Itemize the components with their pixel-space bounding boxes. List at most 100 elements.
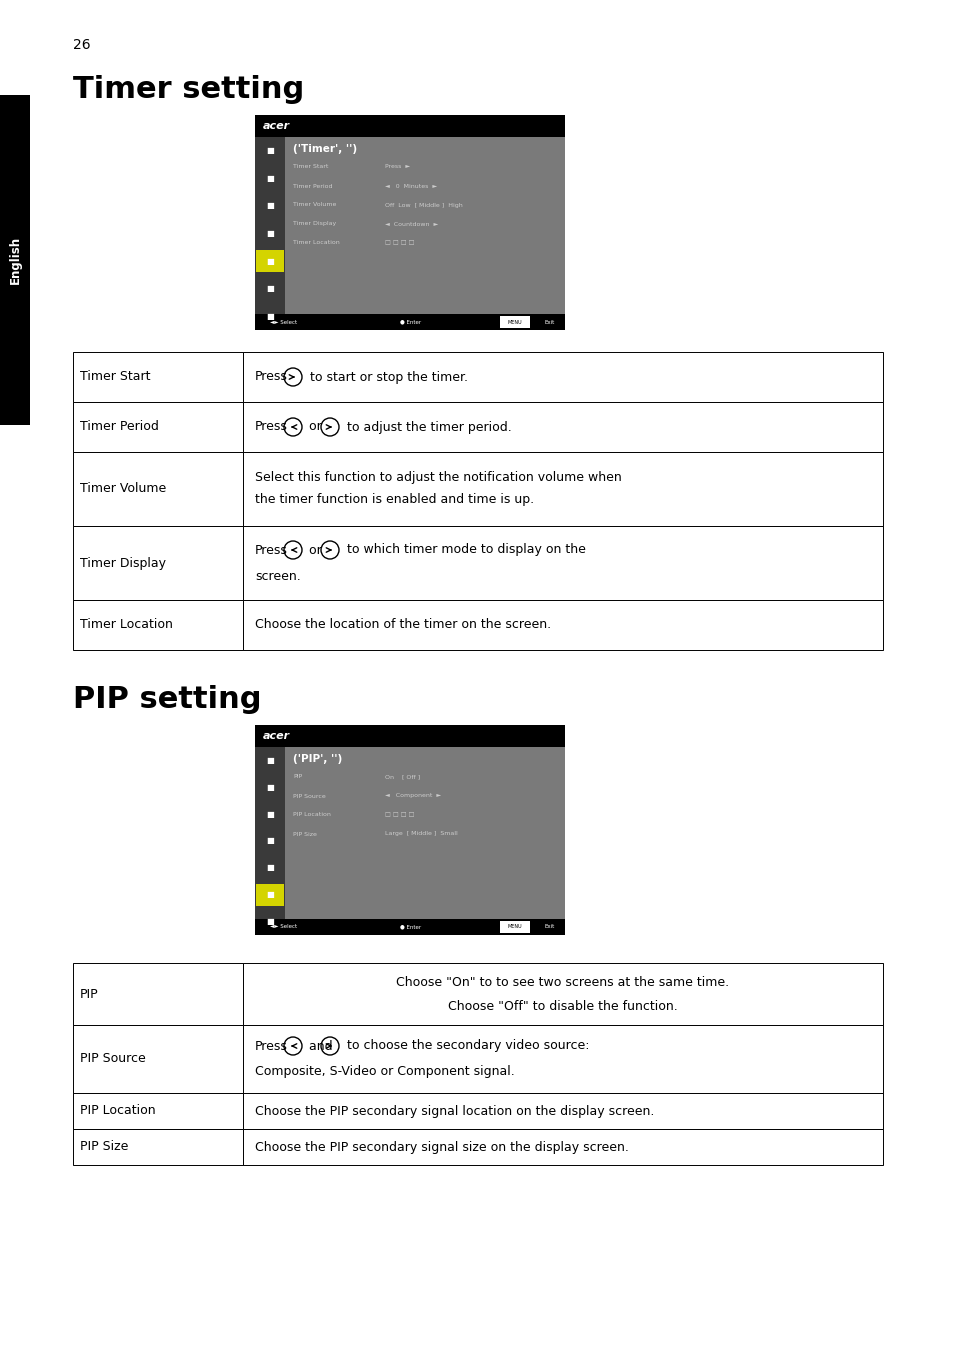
Bar bbox=[243, 1025, 882, 1092]
Text: Composite, S-Video or Component signal.: Composite, S-Video or Component signal. bbox=[254, 1065, 515, 1079]
Text: ■: ■ bbox=[266, 146, 274, 155]
Bar bbox=[243, 526, 882, 600]
Text: ◄► Select: ◄► Select bbox=[270, 319, 296, 324]
Text: to adjust the timer period.: to adjust the timer period. bbox=[343, 420, 511, 434]
Text: Press: Press bbox=[254, 420, 288, 434]
Text: Large  [ Middle ]  Small: Large [ Middle ] Small bbox=[385, 831, 457, 836]
Text: the timer function is enabled and time is up.: the timer function is enabled and time i… bbox=[254, 493, 534, 507]
Text: Choose the location of the timer on the screen.: Choose the location of the timer on the … bbox=[254, 619, 551, 631]
Text: Press  ►: Press ► bbox=[385, 164, 410, 170]
Text: ◄  Countdown  ►: ◄ Countdown ► bbox=[385, 222, 437, 226]
Bar bbox=[73, 1129, 243, 1165]
Bar bbox=[255, 251, 284, 272]
Text: PIP setting: PIP setting bbox=[73, 684, 261, 715]
Text: ■: ■ bbox=[266, 836, 274, 846]
Text: PIP: PIP bbox=[293, 775, 302, 779]
Text: Choose "On" to to see two screens at the same time.: Choose "On" to to see two screens at the… bbox=[396, 976, 729, 988]
Text: Choose the PIP secondary signal location on the display screen.: Choose the PIP secondary signal location… bbox=[254, 1105, 654, 1117]
Text: On    [ Off ]: On [ Off ] bbox=[385, 775, 419, 779]
Text: ■: ■ bbox=[266, 864, 274, 872]
Bar bbox=[254, 314, 564, 330]
Text: Select this function to adjust the notification volume when: Select this function to adjust the notif… bbox=[254, 471, 621, 485]
Text: PIP: PIP bbox=[80, 987, 98, 1001]
Text: English: English bbox=[9, 235, 22, 283]
Text: ■: ■ bbox=[266, 229, 274, 238]
Bar bbox=[499, 316, 530, 329]
Bar bbox=[73, 962, 243, 1025]
Text: ■: ■ bbox=[266, 256, 274, 266]
Bar bbox=[254, 137, 285, 330]
Text: PIP Location: PIP Location bbox=[293, 812, 331, 817]
Text: □ □ □ □: □ □ □ □ bbox=[385, 241, 414, 245]
Text: ■: ■ bbox=[266, 756, 274, 765]
Text: Timer Start: Timer Start bbox=[80, 371, 151, 383]
Text: ('Timer', ''): ('Timer', '') bbox=[293, 144, 356, 153]
Text: MENU: MENU bbox=[507, 319, 521, 324]
Text: ◄   Component  ►: ◄ Component ► bbox=[385, 794, 440, 798]
Text: Press: Press bbox=[254, 543, 288, 557]
Text: to which timer mode to display on the: to which timer mode to display on the bbox=[343, 543, 585, 557]
Text: ◄► Select: ◄► Select bbox=[270, 924, 296, 930]
Bar bbox=[254, 726, 564, 747]
Bar bbox=[254, 115, 564, 137]
Text: or: or bbox=[305, 543, 325, 557]
Bar bbox=[73, 526, 243, 600]
Bar bbox=[73, 402, 243, 452]
Bar bbox=[243, 600, 882, 650]
Bar bbox=[73, 1092, 243, 1129]
Text: Press: Press bbox=[254, 1039, 288, 1053]
Text: ■: ■ bbox=[266, 285, 274, 293]
Text: acer: acer bbox=[263, 731, 290, 741]
Bar bbox=[243, 352, 882, 402]
Text: screen.: screen. bbox=[254, 570, 300, 582]
Text: Exit: Exit bbox=[544, 319, 555, 324]
Text: Timer Display: Timer Display bbox=[80, 557, 166, 570]
Text: Timer Volume: Timer Volume bbox=[80, 482, 166, 496]
Text: ● Enter: ● Enter bbox=[399, 319, 420, 324]
Text: Choose "Off" to disable the function.: Choose "Off" to disable the function. bbox=[448, 999, 678, 1013]
Text: Press: Press bbox=[254, 371, 288, 383]
Text: ● Enter: ● Enter bbox=[399, 924, 420, 930]
Text: ■: ■ bbox=[266, 890, 274, 899]
Bar bbox=[243, 1129, 882, 1165]
Bar bbox=[285, 747, 564, 935]
Text: Timer Period: Timer Period bbox=[80, 420, 159, 434]
Bar bbox=[254, 747, 285, 935]
Text: ■: ■ bbox=[266, 174, 274, 183]
Text: Timer Volume: Timer Volume bbox=[293, 203, 336, 208]
Text: PIP Source: PIP Source bbox=[293, 794, 325, 798]
Bar bbox=[243, 402, 882, 452]
Bar bbox=[0, 94, 30, 424]
Bar bbox=[243, 1092, 882, 1129]
Bar bbox=[243, 452, 882, 526]
Text: Timer Period: Timer Period bbox=[293, 183, 333, 189]
Bar bbox=[254, 919, 564, 935]
Text: to choose the secondary video source:: to choose the secondary video source: bbox=[343, 1039, 589, 1053]
Bar bbox=[73, 452, 243, 526]
Text: PIP Size: PIP Size bbox=[293, 831, 316, 836]
Text: PIP Location: PIP Location bbox=[80, 1105, 155, 1117]
Text: Exit: Exit bbox=[544, 924, 555, 930]
Text: ■: ■ bbox=[266, 783, 274, 791]
Bar bbox=[73, 352, 243, 402]
Bar bbox=[73, 600, 243, 650]
Bar bbox=[73, 1025, 243, 1092]
Text: ◄   0  Minutes  ►: ◄ 0 Minutes ► bbox=[385, 183, 436, 189]
Text: PIP Size: PIP Size bbox=[80, 1140, 129, 1154]
Text: to start or stop the timer.: to start or stop the timer. bbox=[306, 371, 468, 383]
Text: Timer Location: Timer Location bbox=[293, 241, 339, 245]
Text: ■: ■ bbox=[266, 809, 274, 819]
Text: MENU: MENU bbox=[507, 924, 521, 930]
Bar bbox=[285, 137, 564, 330]
Text: ■: ■ bbox=[266, 312, 274, 320]
Bar bbox=[254, 726, 564, 935]
Text: ■: ■ bbox=[266, 917, 274, 925]
Text: Timer Location: Timer Location bbox=[80, 619, 172, 631]
Text: acer: acer bbox=[263, 120, 290, 131]
Text: ('PIP', ''): ('PIP', '') bbox=[293, 754, 342, 764]
Text: □ □ □ □: □ □ □ □ bbox=[385, 812, 414, 817]
Bar bbox=[255, 884, 284, 906]
Text: or: or bbox=[305, 420, 325, 434]
Text: Timer setting: Timer setting bbox=[73, 75, 304, 104]
Text: Choose the PIP secondary signal size on the display screen.: Choose the PIP secondary signal size on … bbox=[254, 1140, 628, 1154]
